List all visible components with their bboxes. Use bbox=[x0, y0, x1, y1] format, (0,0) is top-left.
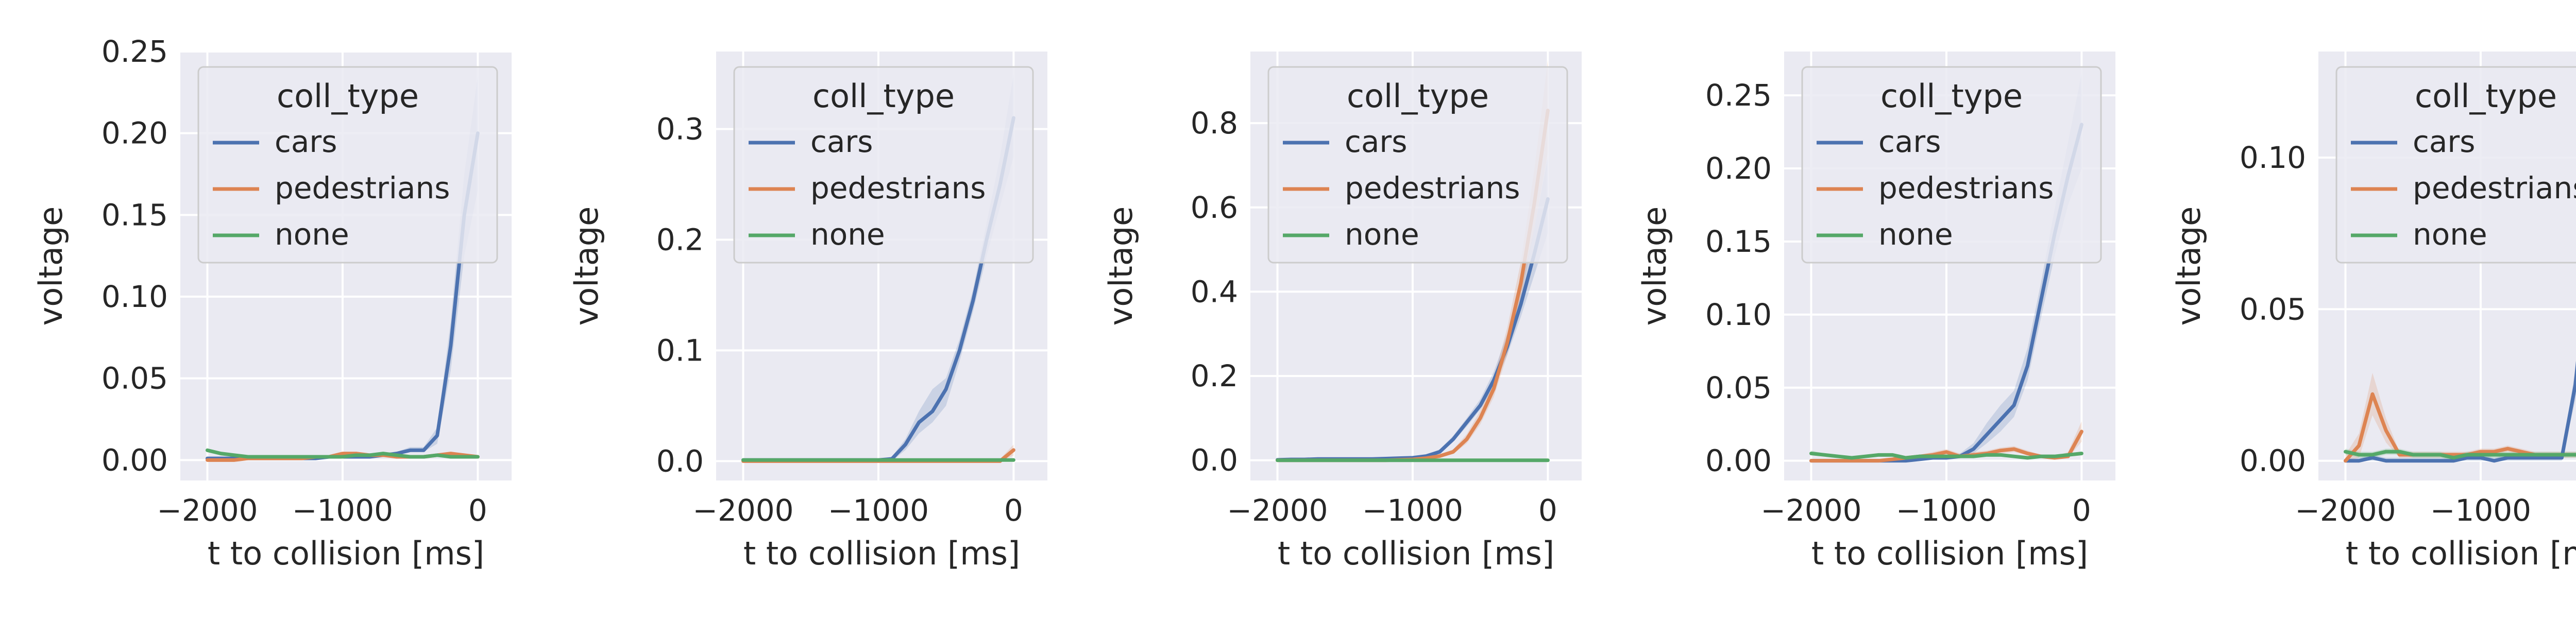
subplot-2: −2000 −1000 0 0.0 0.1 0.2 0.3 t to collision [m… bbox=[568, 52, 1047, 572]
legend-label-pedestrians: pedestrians bbox=[1878, 170, 2054, 205]
y-tick-label: 0.10 bbox=[1705, 297, 1772, 332]
line-cars bbox=[2343, 360, 2576, 463]
x-tick-label: −1000 bbox=[292, 493, 393, 528]
y-tick-label: 0.25 bbox=[101, 34, 168, 69]
legend-box bbox=[1801, 66, 2102, 264]
legend-label-pedestrians: pedestrians bbox=[2413, 170, 2576, 205]
x-axis-label: t to collision [ms] bbox=[743, 535, 1020, 572]
subplot-4: −2000 −1000 0 0.00 0.05 0.10 0.15 0.20 0.25 t to … bbox=[1636, 52, 2115, 572]
y-tick-label: 0.20 bbox=[101, 116, 168, 151]
legend-label-pedestrians: pedestrians bbox=[1345, 170, 1520, 205]
legend-label-none: none bbox=[275, 217, 349, 252]
x-tick-label: −2000 bbox=[2295, 493, 2396, 528]
legend-label-cars: cars bbox=[810, 124, 873, 159]
x-tick-label: −1000 bbox=[828, 493, 929, 528]
line-none bbox=[1809, 451, 2083, 460]
legend-box bbox=[197, 66, 498, 264]
legend-title: coll_type bbox=[812, 77, 955, 115]
series-layer bbox=[2343, 360, 2576, 463]
x-tick-label: −1000 bbox=[1362, 493, 1463, 528]
y-tick-label: 0.15 bbox=[101, 197, 168, 232]
x-tick-label: 0 bbox=[2072, 493, 2091, 528]
x-axis-label: t to collision [ms] bbox=[208, 535, 484, 572]
band-pedestrians bbox=[2345, 373, 2576, 461]
subplot-3: −2000 −1000 0 0.0 0.2 0.4 0.6 0.8 t to collision… bbox=[1102, 52, 1582, 572]
x-axis-label: t to collision [ms] bbox=[2346, 535, 2576, 572]
y-tick-label: 0.05 bbox=[2240, 291, 2306, 327]
x-tick-label: −2000 bbox=[1760, 493, 1861, 528]
x-axis-label: t to collision [ms] bbox=[1278, 535, 1554, 572]
y-tick-label: 0.3 bbox=[656, 111, 704, 146]
x-axis-label: t to collision [ms] bbox=[1811, 535, 2088, 572]
legend-label-cars: cars bbox=[1878, 124, 1941, 159]
y-tick-label: 0.1 bbox=[656, 333, 704, 368]
y-tick-label: 0.0 bbox=[1191, 443, 1238, 478]
x-tick-label: −1000 bbox=[1896, 493, 1997, 528]
y-tick-label: 0.20 bbox=[1705, 151, 1772, 186]
y-tick-label: 0.4 bbox=[1191, 274, 1238, 309]
series-layer bbox=[205, 76, 480, 462]
y-tick-label: 0.6 bbox=[1191, 190, 1238, 225]
y-tick-label: 0.15 bbox=[1705, 224, 1772, 259]
y-axis-label: voltage bbox=[32, 207, 70, 326]
y-tick-label: 0.0 bbox=[656, 443, 704, 478]
legend-box bbox=[733, 66, 1034, 264]
y-tick-label: 0.00 bbox=[101, 442, 168, 477]
x-tick-label: −2000 bbox=[157, 493, 258, 528]
x-tick-label: 0 bbox=[1004, 493, 1023, 528]
y-tick-label: 0.05 bbox=[101, 361, 168, 396]
y-tick-label: 0.8 bbox=[1191, 106, 1238, 141]
y-tick-label: 0.2 bbox=[1191, 358, 1238, 393]
x-tick-label: 0 bbox=[468, 493, 487, 528]
line-none bbox=[2343, 450, 2576, 460]
y-axis-label: voltage bbox=[2170, 207, 2208, 326]
x-tick-label: −2000 bbox=[1227, 493, 1328, 528]
legend-label-cars: cars bbox=[275, 124, 337, 159]
series-layer bbox=[741, 73, 1015, 463]
legend-label-cars: cars bbox=[1345, 124, 1408, 159]
y-tick-label: 0.00 bbox=[1705, 443, 1772, 478]
y-tick-label: 0.00 bbox=[2240, 443, 2306, 478]
legend-label-pedestrians: pedestrians bbox=[275, 170, 450, 205]
legend-box bbox=[1267, 66, 1568, 264]
legend-title: coll_type bbox=[277, 77, 419, 115]
series-layer bbox=[1809, 73, 2083, 463]
x-tick-label: −1000 bbox=[2430, 493, 2531, 528]
legend-label-cars: cars bbox=[2413, 124, 2476, 159]
legend-title: coll_type bbox=[2415, 77, 2557, 115]
legend-label-none: none bbox=[1878, 217, 1953, 252]
legend-label-pedestrians: pedestrians bbox=[810, 170, 986, 205]
legend-title: coll_type bbox=[1880, 77, 2023, 115]
y-axis-label: voltage bbox=[1636, 207, 1673, 326]
series-layer bbox=[1275, 60, 1550, 462]
y-tick-label: 0.2 bbox=[656, 222, 704, 257]
subplot-1: −2000 −1000 0 0.00 0.05 0.10 0.15 0.20 0.25 t to … bbox=[32, 34, 512, 572]
y-tick-label: 0.10 bbox=[101, 279, 168, 314]
legend-label-none: none bbox=[1345, 217, 1419, 252]
y-axis-label: voltage bbox=[1102, 207, 1140, 326]
y-axis-label: voltage bbox=[568, 207, 605, 326]
line-none bbox=[205, 448, 480, 459]
legend-title: coll_type bbox=[1347, 77, 1489, 115]
x-tick-label: −2000 bbox=[692, 493, 793, 528]
y-tick-label: 0.05 bbox=[1705, 370, 1772, 405]
y-tick-label: 0.10 bbox=[2240, 140, 2306, 175]
legend-label-none: none bbox=[2413, 217, 2487, 252]
legend-box bbox=[2335, 66, 2576, 264]
x-tick-label: 0 bbox=[1538, 493, 1557, 528]
y-tick-label: 0.25 bbox=[1705, 78, 1772, 113]
legend-label-none: none bbox=[810, 217, 885, 252]
